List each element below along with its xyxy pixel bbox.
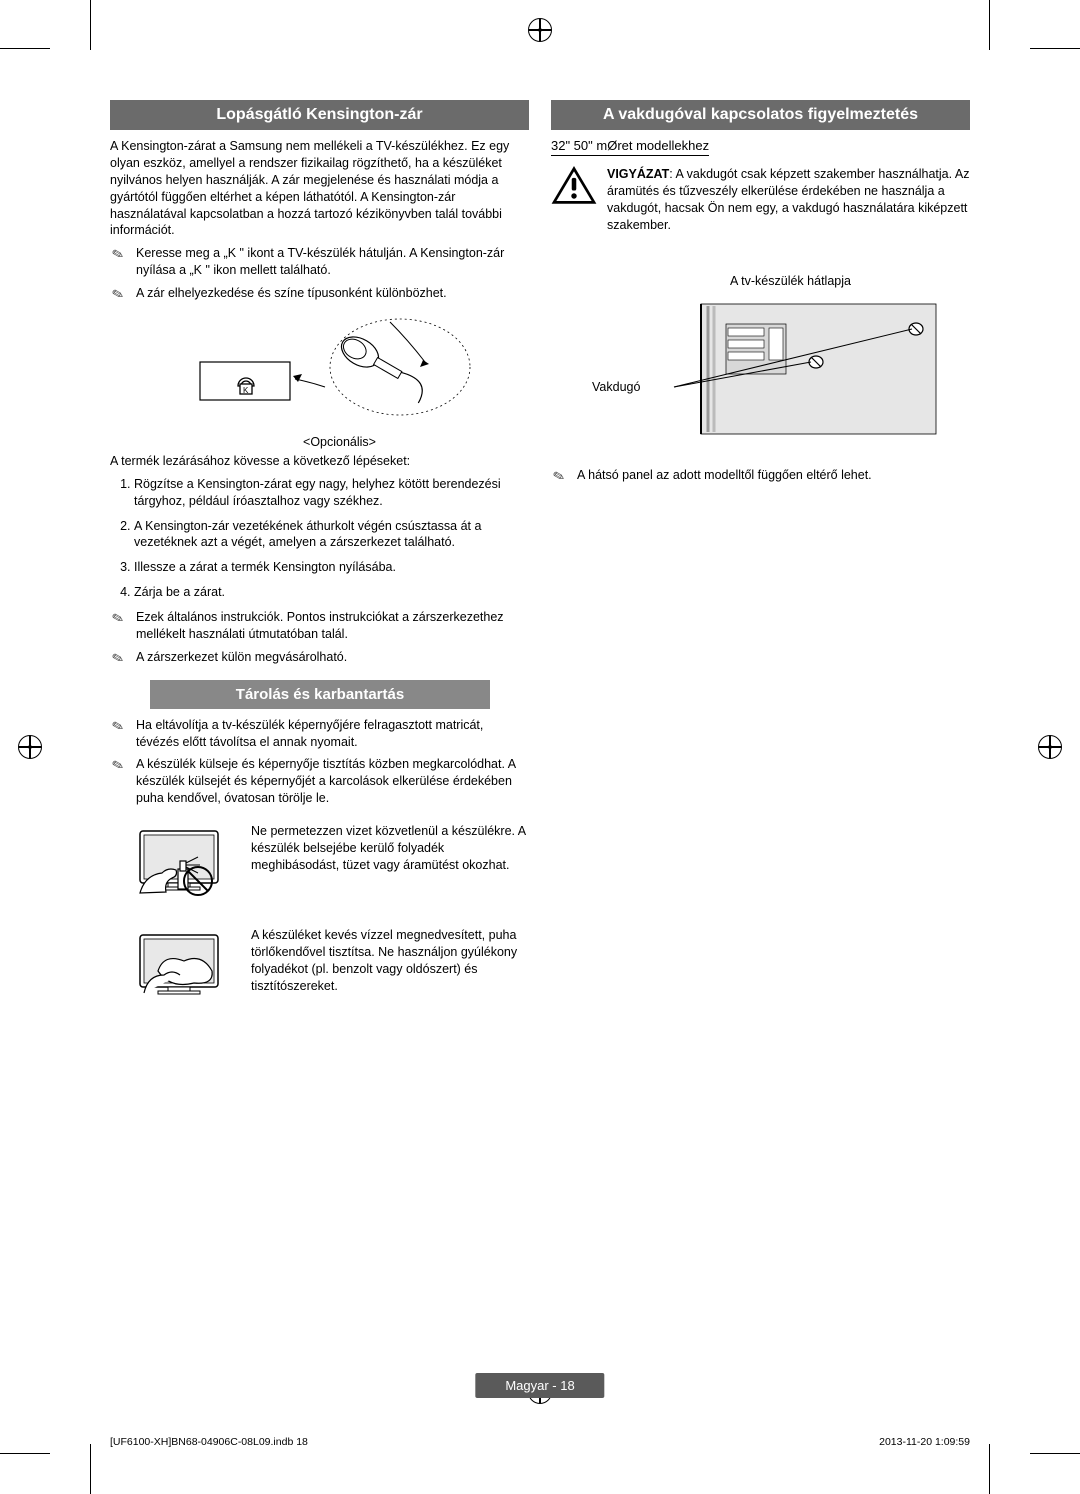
kensington-intro: A Kensington-zárat a Samsung nem melléke… [110, 138, 529, 239]
doc-timestamp: 2013-11-20 1:09:59 [879, 1436, 970, 1448]
crop-mark [0, 1453, 50, 1454]
left-column: Lopásgátló Kensington-zár A Kensington-z… [110, 100, 529, 1031]
spray-prohibited-icon [130, 823, 235, 903]
care-note-2: A készülék külseje és képernyője tisztít… [110, 756, 529, 807]
care-title: Tárolás és karbantartás [150, 680, 490, 709]
kensington-step-1: Rögzítse a Kensington-zárat egy nagy, he… [134, 476, 529, 510]
kensington-figure-caption: <Opcionális> [150, 435, 529, 449]
doc-meta-footer: [UF6100-XH]BN68-04906C-08L09.indb 18 201… [110, 1436, 970, 1448]
kensington-figure: K <Opcionális> [150, 312, 529, 449]
plug-pointer-label: Vakdugó [592, 380, 640, 394]
plug-warn-label: VIGYÁZAT [607, 167, 669, 181]
plug-subtitle: 32" 50" mØret modellekhez [551, 138, 709, 156]
crop-mark [90, 1444, 91, 1494]
kensington-step-3: Illessze a zárat a termék Kensington nyí… [134, 559, 529, 576]
registration-mark-icon [18, 735, 42, 759]
kensington-note-3: Ezek általános instrukciók. Pontos instr… [110, 609, 529, 643]
tv-back-label: A tv-készülék hátlapja [611, 274, 970, 288]
care-figure-row-2: A készüléket kevés vízzel megnedvesített… [130, 927, 529, 1007]
plug-note-1: A hátsó panel az adott modelltől függően… [551, 467, 970, 484]
kensington-step-2: A Kensington-zár vezetékének áthurkolt v… [134, 518, 529, 552]
kensington-note-1: Keresse meg a „K " ikont a TV-készülék h… [110, 245, 529, 279]
registration-mark-icon [1038, 735, 1062, 759]
registration-mark-icon [528, 18, 552, 42]
svg-text:K: K [243, 386, 249, 395]
wipe-cloth-icon [130, 927, 235, 1007]
kensington-note-4: A zárszerkezet külön megvásárolható. [110, 649, 529, 666]
crop-mark [90, 0, 91, 50]
kensington-steps: Rögzítse a Kensington-zárat egy nagy, he… [110, 476, 529, 601]
crop-mark [1030, 1453, 1080, 1454]
care-figure-row-1: Ne permetezzen vizet közvetlenül a készü… [130, 823, 529, 903]
plug-title: A vakdugóval kapcsolatos figyelmeztetés [551, 100, 970, 130]
crop-mark [1030, 48, 1080, 49]
doc-file-name: [UF6100-XH]BN68-04906C-08L09.indb 18 [110, 1436, 308, 1448]
tv-back-figure: A tv-készülék hátlapja [571, 274, 970, 447]
page-number-footer: Magyar - 18 [475, 1373, 604, 1398]
kensington-step-4: Zárja be a zárat. [134, 584, 529, 601]
right-column: A vakdugóval kapcsolatos figyelmeztetés … [551, 100, 970, 1031]
plug-warning: VIGYÁZAT: A vakdugót csak képzett szakem… [551, 166, 970, 234]
care-note-1: Ha eltávolítja a tv-készülék képernyőjér… [110, 717, 529, 751]
kensington-steps-intro: A termék lezárásához kövesse a következő… [110, 453, 529, 470]
warning-triangle-icon [551, 166, 597, 206]
plug-warning-text: VIGYÁZAT: A vakdugót csak képzett szakem… [607, 166, 970, 234]
crop-mark [989, 0, 990, 50]
care-row-2-text: A készüléket kevés vízzel megnedvesített… [251, 927, 529, 995]
crop-mark [0, 48, 50, 49]
kensington-note-2: A zár elhelyezkedése és színe típusonkén… [110, 285, 529, 302]
page-content: Lopásgátló Kensington-zár A Kensington-z… [110, 100, 970, 1031]
crop-mark [989, 1444, 990, 1494]
kensington-title: Lopásgátló Kensington-zár [110, 100, 529, 130]
care-row-1-text: Ne permetezzen vizet közvetlenül a készü… [251, 823, 529, 874]
